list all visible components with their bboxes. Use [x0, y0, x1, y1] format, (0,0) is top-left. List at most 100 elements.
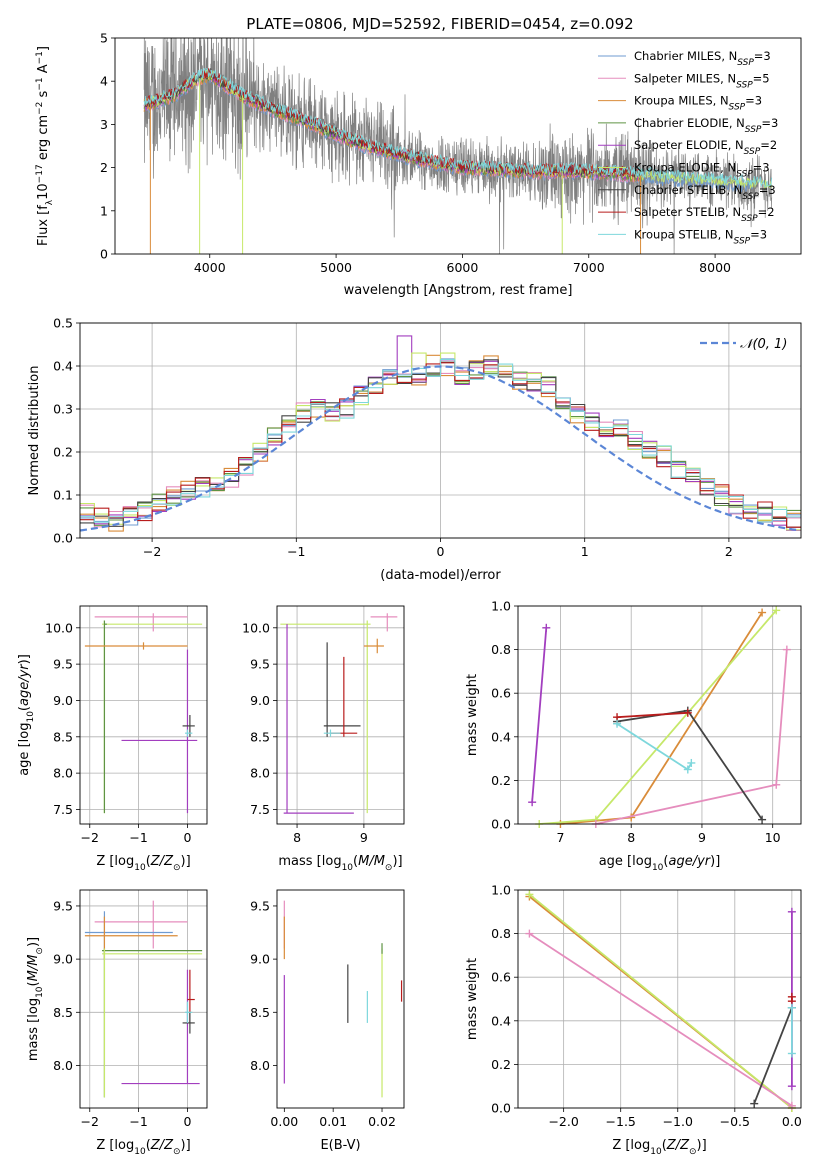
series-line-4	[531, 627, 548, 803]
x-tick-label: 0.0	[782, 1114, 802, 1129]
panel-massweight_vs_Z: −2.0 −1.5 −1.0 −0.5 0.0 0.0 0.2 0.4 0.6 0.8 1.0 Z […	[465, 883, 802, 1158]
x-tick-label: −2	[81, 1114, 99, 1129]
x-tick-label: 7000	[573, 260, 605, 275]
x-tick-label: 7	[556, 830, 564, 845]
x-tick-label: 5000	[320, 260, 352, 275]
series-line-5	[528, 893, 793, 1108]
legend-label-8: Kroupa STELIB, NSSP=3	[634, 227, 767, 246]
y-tick-label: 0.1	[53, 488, 73, 503]
x-tick-label: 2	[725, 544, 733, 559]
panel-massweight_vs_age: 7 8 9 10 0.0 0.2 0.4 0.6 0.8 1.0 age [log10(age/yr…	[465, 599, 802, 873]
y-tick-label: 9.5	[53, 657, 73, 672]
y-tick-label: 0.5	[53, 316, 73, 331]
y-tick-label: 0.6	[491, 970, 511, 985]
y-tick-label: 0.0	[491, 817, 511, 832]
panel-spectrum: 4000 5000 6000 7000 8000 0 1 2 3 4 5 wavelength [An…	[35, 31, 802, 298]
x-tick-label: 1	[581, 544, 589, 559]
x-tick-label: −0.5	[720, 1114, 750, 1129]
y-axis-label: mass weight	[465, 958, 480, 1040]
normal-curve	[79, 365, 799, 532]
y-tick-label: 10.0	[45, 620, 73, 635]
y-tick-label: 0.2	[491, 1057, 511, 1072]
y-tick-label: 8.5	[53, 1005, 73, 1020]
x-tick-label: −2.0	[548, 1114, 578, 1129]
y-tick-label: 0.6	[491, 686, 511, 701]
x-axis-label: Z [log10(Z/Z⊙)]	[96, 1138, 190, 1157]
x-axis-label: mass [log10(M/M⊙)]	[278, 854, 402, 873]
y-axis-label: Normed distribution	[27, 366, 42, 496]
y-tick-label: 8.0	[53, 766, 73, 781]
y-axis-label: Flux [fλ10−17 erg cm−2 s−1 A−1]	[35, 46, 55, 246]
legend-label-0: Chabrier MILES, NSSP=3	[634, 49, 771, 68]
legend-label-6: Chabrier STELIB, NSSP=3	[634, 183, 776, 202]
axes-frame	[79, 322, 802, 539]
panel-residuals: −2 −1 0 1 2 0.0 0.1 0.2 0.3 0.4 0.5 𝒩(0, 1) (data-mo…	[27, 316, 802, 583]
x-axis-label: Z [log10(Z/Z⊙)]	[96, 854, 190, 873]
legend-label-2: Kroupa MILES, NSSP=3	[634, 94, 762, 113]
axes-frame	[276, 605, 405, 825]
x-tick-label: −1.5	[606, 1114, 636, 1129]
y-tick-label: 8.5	[53, 729, 73, 744]
y-tick-label: 8.0	[250, 766, 270, 781]
series-line-2	[560, 612, 763, 824]
y-tick-label: 9.5	[53, 898, 73, 913]
y-tick-label: 9.0	[250, 693, 270, 708]
spectrum-data-line	[143, 38, 773, 254]
x-tick-label: 10	[765, 830, 781, 845]
x-tick-label: −1	[129, 1114, 147, 1129]
axes-frame	[517, 889, 802, 1109]
x-tick-label: 0.01	[319, 1114, 347, 1129]
panel-mass_vs_Z: −2 −1 0 8.0 8.5 9.0 9.5 Z [log10(Z/Z⊙)] mass [lo…	[26, 889, 208, 1157]
x-tick-label: 9	[698, 830, 706, 845]
x-tick-label: 6000	[447, 260, 479, 275]
axes-frame	[79, 889, 208, 1109]
legend-label-3: Chabrier ELODIE, NSSP=3	[634, 116, 778, 135]
y-axis-label: mass weight	[465, 674, 480, 756]
axes-frame	[276, 889, 405, 1109]
legend-label-4: Salpeter ELODIE, NSSP=2	[634, 138, 777, 157]
legend-label-7: Salpeter STELIB, NSSP=2	[634, 205, 775, 224]
axes-frame	[517, 605, 802, 825]
y-tick-label: 7.5	[53, 802, 73, 817]
x-tick-label: 8	[627, 830, 635, 845]
y-tick-label: 0.4	[491, 1013, 511, 1028]
series-line-8	[616, 722, 693, 771]
x-axis-label: E(B-V)	[320, 1138, 360, 1153]
x-tick-label: 4000	[194, 260, 226, 275]
series-line-1	[528, 932, 793, 1107]
x-tick-label: 0	[183, 830, 191, 845]
x-tick-label: −2	[143, 544, 161, 559]
y-tick-label: 0.2	[491, 773, 511, 788]
y-tick-label: 1.0	[491, 599, 511, 614]
x-tick-label: −2	[81, 830, 99, 845]
y-tick-label: 0.8	[491, 926, 511, 941]
y-tick-label: 0.4	[53, 359, 73, 374]
panel-age_vs_mass: 8 9 7.5 8.0 8.5 9.0 9.5 10.0 mass [log10(M/M⊙)]	[242, 605, 405, 873]
series-line-7	[616, 711, 688, 719]
axes-frame	[79, 605, 208, 825]
figure-title: PLATE=0806, MJD=52592, FIBERID=0454, z=0…	[246, 15, 633, 33]
y-tick-label: 7.5	[250, 802, 270, 817]
panel-age_vs_Z: −2 −1 0 7.5 8.0 8.5 9.0 9.5 10.0 Z [log10(Z/Z⊙)] a…	[17, 605, 208, 873]
y-tick-label: 0	[100, 247, 108, 262]
x-tick-label: 0	[183, 1114, 191, 1129]
x-axis-label: (data-model)/error	[380, 568, 501, 583]
legend-label-1: Salpeter MILES, NSSP=5	[634, 71, 770, 90]
model-line-8	[143, 67, 773, 188]
y-tick-label: 9.0	[53, 693, 73, 708]
y-tick-label: 0.3	[53, 402, 73, 417]
panel-mass_vs_ebv: 0.00 0.01 0.02 8.0 8.5 9.0 9.5 E(B-V)	[250, 889, 405, 1153]
y-tick-label: 10.0	[242, 620, 270, 635]
y-tick-label: 8.5	[250, 1005, 270, 1020]
y-tick-label: 8.5	[250, 729, 270, 744]
y-tick-label: 5	[100, 31, 108, 46]
y-tick-label: 0.0	[53, 531, 73, 546]
x-tick-label: −1	[287, 544, 305, 559]
x-tick-label: 8	[293, 830, 301, 845]
x-tick-label: 8000	[699, 260, 731, 275]
y-tick-label: 1.0	[491, 883, 511, 898]
legend-label-5: Kroupa ELODIE, NSSP=3	[634, 161, 770, 180]
x-axis-label: wavelength [Angstrom, rest frame]	[344, 283, 573, 298]
y-tick-label: 3	[100, 117, 108, 132]
